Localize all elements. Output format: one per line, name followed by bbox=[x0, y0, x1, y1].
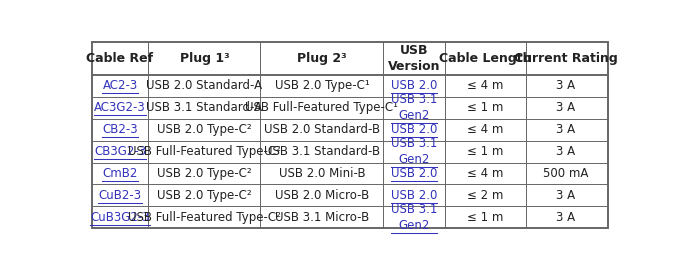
Text: USB 2.0 Standard-B: USB 2.0 Standard-B bbox=[264, 123, 380, 136]
Text: 3 A: 3 A bbox=[556, 211, 575, 224]
Text: USB 2.0: USB 2.0 bbox=[391, 167, 437, 180]
Text: USB 3.1 Micro-B: USB 3.1 Micro-B bbox=[275, 211, 369, 224]
Text: Cable Ref: Cable Ref bbox=[86, 52, 154, 65]
Text: AC2-3: AC2-3 bbox=[103, 79, 137, 92]
Text: ≤ 1 m: ≤ 1 m bbox=[467, 101, 503, 114]
Text: AC3G2-3: AC3G2-3 bbox=[94, 101, 146, 114]
Text: USB 3.1 Standard-B: USB 3.1 Standard-B bbox=[264, 145, 380, 158]
Text: USB 2.0 Type-C²: USB 2.0 Type-C² bbox=[157, 189, 252, 202]
Text: 500 mA: 500 mA bbox=[543, 167, 589, 180]
Text: USB
Version: USB Version bbox=[388, 44, 441, 73]
Text: USB 3.1
Gen2: USB 3.1 Gen2 bbox=[391, 137, 437, 166]
Text: ≤ 1 m: ≤ 1 m bbox=[467, 145, 503, 158]
Text: ≤ 4 m: ≤ 4 m bbox=[467, 79, 503, 92]
Text: USB 3.1
Gen2: USB 3.1 Gen2 bbox=[391, 93, 437, 122]
Text: Plug 2³: Plug 2³ bbox=[297, 52, 347, 65]
Text: CuB3G2-3: CuB3G2-3 bbox=[90, 211, 150, 224]
Text: USB 2.0: USB 2.0 bbox=[391, 123, 437, 136]
Text: USB 2.0 Type-C²: USB 2.0 Type-C² bbox=[157, 167, 252, 180]
Text: USB 2.0 Mini-B: USB 2.0 Mini-B bbox=[279, 167, 365, 180]
Text: 3 A: 3 A bbox=[556, 79, 575, 92]
Text: 3 A: 3 A bbox=[556, 145, 575, 158]
Text: CB3G2-3: CB3G2-3 bbox=[94, 145, 146, 158]
Text: USB 2.0 Type-C²: USB 2.0 Type-C² bbox=[157, 123, 252, 136]
Text: USB 2.0: USB 2.0 bbox=[391, 79, 437, 92]
Text: USB 2.0: USB 2.0 bbox=[391, 189, 437, 202]
Text: ≤ 2 m: ≤ 2 m bbox=[467, 189, 503, 202]
Text: CuB2-3: CuB2-3 bbox=[99, 189, 141, 202]
Text: ≤ 4 m: ≤ 4 m bbox=[467, 167, 503, 180]
Text: USB Full-Featured Type-C¹: USB Full-Featured Type-C¹ bbox=[245, 101, 398, 114]
Text: 3 A: 3 A bbox=[556, 189, 575, 202]
Bar bbox=[92, 42, 609, 228]
Text: CB2-3: CB2-3 bbox=[102, 123, 138, 136]
Text: ≤ 4 m: ≤ 4 m bbox=[467, 123, 503, 136]
Text: USB 2.0 Micro-B: USB 2.0 Micro-B bbox=[275, 189, 369, 202]
Text: USB Full-Featured Type-C²: USB Full-Featured Type-C² bbox=[128, 145, 281, 158]
Text: USB 3.1 Standard-A: USB 3.1 Standard-A bbox=[146, 101, 262, 114]
Text: USB 3.1
Gen2: USB 3.1 Gen2 bbox=[391, 203, 437, 232]
Text: CmB2: CmB2 bbox=[103, 167, 138, 180]
Text: Current Rating: Current Rating bbox=[514, 52, 617, 65]
Text: 3 A: 3 A bbox=[556, 101, 575, 114]
Text: USB Full-Featured Type-C²: USB Full-Featured Type-C² bbox=[128, 211, 281, 224]
Text: Cable Length: Cable Length bbox=[439, 52, 532, 65]
Text: ≤ 1 m: ≤ 1 m bbox=[467, 211, 503, 224]
Text: USB 2.0 Standard-A: USB 2.0 Standard-A bbox=[146, 79, 262, 92]
Text: USB 2.0 Type-C¹: USB 2.0 Type-C¹ bbox=[275, 79, 369, 92]
Text: Plug 1³: Plug 1³ bbox=[180, 52, 229, 65]
Text: 3 A: 3 A bbox=[556, 123, 575, 136]
